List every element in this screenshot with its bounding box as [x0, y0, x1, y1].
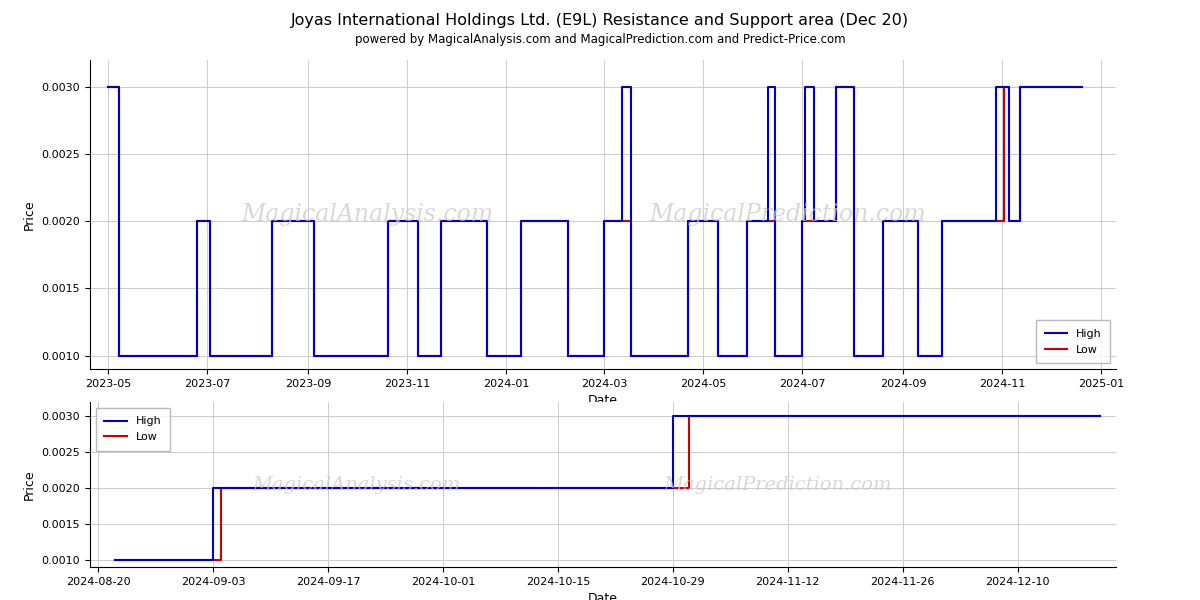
Text: powered by MagicalAnalysis.com and MagicalPrediction.com and Predict-Price.com: powered by MagicalAnalysis.com and Magic… [355, 33, 845, 46]
Text: MagicalPrediction.com: MagicalPrediction.com [664, 475, 892, 493]
X-axis label: Date: Date [588, 394, 618, 407]
Legend: High, Low: High, Low [1036, 320, 1110, 364]
Y-axis label: Price: Price [23, 469, 36, 500]
Text: Joyas International Holdings Ltd. (E9L) Resistance and Support area (Dec 20): Joyas International Holdings Ltd. (E9L) … [290, 13, 910, 28]
Y-axis label: Price: Price [23, 199, 36, 230]
Text: MagicalAnalysis.com: MagicalAnalysis.com [241, 203, 493, 226]
Text: MagicalAnalysis.com: MagicalAnalysis.com [253, 475, 461, 493]
Text: MagicalPrediction.com: MagicalPrediction.com [649, 203, 926, 226]
X-axis label: Date: Date [588, 592, 618, 600]
Legend: High, Low: High, Low [96, 407, 170, 451]
